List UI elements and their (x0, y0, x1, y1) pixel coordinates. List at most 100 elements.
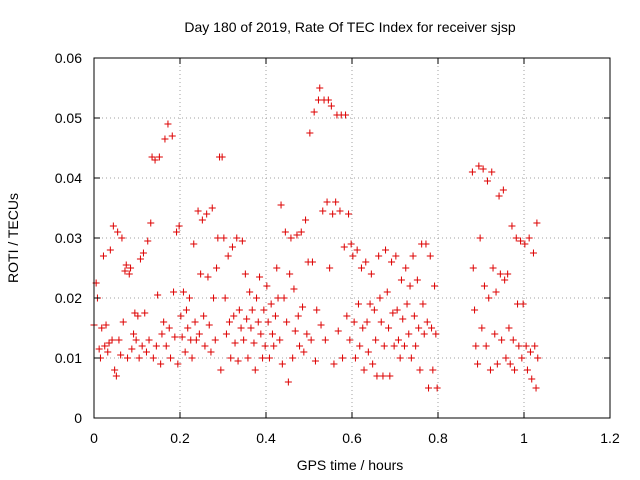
data-point (299, 303, 307, 311)
data-point (174, 360, 182, 368)
data-point (327, 102, 335, 110)
data-point (433, 384, 441, 392)
data-point (233, 234, 241, 242)
data-point (511, 366, 519, 374)
data-point (246, 288, 254, 296)
data-point (372, 336, 380, 344)
data-point (522, 342, 530, 350)
data-point (525, 234, 533, 242)
data-point (194, 207, 202, 215)
x-tick-label: 1 (520, 430, 528, 446)
data-point (319, 207, 327, 215)
data-point (124, 354, 132, 362)
data-point (310, 108, 318, 116)
data-point (147, 219, 155, 227)
data-point (356, 342, 364, 350)
data-point (432, 330, 440, 338)
data-point (145, 336, 153, 344)
data-point (499, 186, 507, 194)
data-point (360, 366, 368, 374)
data-point (208, 204, 216, 212)
data-point (170, 288, 178, 296)
data-point (300, 348, 308, 356)
data-point (296, 342, 304, 350)
data-point (244, 354, 252, 362)
data-point (287, 234, 295, 242)
data-point (99, 252, 107, 260)
data-point (192, 336, 200, 344)
data-point (339, 354, 347, 362)
data-point (351, 354, 359, 362)
data-point (265, 354, 273, 362)
data-point (501, 276, 509, 284)
data-point (259, 354, 267, 362)
data-point (350, 318, 358, 326)
data-point (326, 264, 334, 272)
data-point (201, 342, 209, 350)
data-point (260, 306, 268, 314)
data-point (407, 354, 415, 362)
x-tick-label: 0.6 (342, 430, 362, 446)
data-point (119, 318, 127, 326)
data-point (420, 330, 428, 338)
data-point (134, 312, 142, 320)
data-point (228, 243, 236, 251)
data-point (182, 306, 190, 314)
data-point (402, 264, 410, 272)
data-point (102, 321, 110, 329)
data-point (506, 360, 514, 368)
data-point (152, 342, 160, 350)
axis-ticks: 0 0.2 0.4 0.6 0.8 1 1.2 0 0.01 0.02 0.03 0.04 0.05 0.… (55, 50, 620, 446)
data-point (240, 336, 248, 344)
data-point (529, 249, 537, 257)
data-point (400, 342, 408, 350)
data-point (179, 288, 187, 296)
data-point (238, 237, 246, 245)
data-point (132, 336, 140, 344)
data-point (313, 306, 321, 314)
data-point (383, 288, 391, 296)
data-point (479, 165, 487, 173)
y-tick-label: 0.04 (55, 170, 82, 186)
data-point (403, 300, 411, 308)
y-tick-label: 0.02 (55, 290, 82, 306)
data-point (167, 354, 175, 362)
data-point (195, 330, 203, 338)
data-point (415, 324, 423, 332)
data-point (95, 345, 103, 353)
data-point (425, 384, 433, 392)
data-point (283, 318, 291, 326)
data-point (243, 315, 251, 323)
data-point (278, 360, 286, 368)
data-point (353, 246, 361, 254)
data-point (204, 273, 212, 281)
data-point (237, 324, 245, 332)
y-axis-label: ROTI / TECUs (5, 193, 21, 283)
data-point (532, 384, 540, 392)
data-point (505, 324, 513, 332)
data-point (422, 240, 430, 248)
x-tick-label: 0.2 (170, 430, 190, 446)
data-point (115, 336, 123, 344)
data-point (254, 318, 262, 326)
x-tick-label: 1.2 (600, 430, 620, 446)
data-point (104, 348, 112, 356)
data-point (227, 354, 235, 362)
data-point (518, 354, 526, 362)
data-point (324, 96, 332, 104)
data-point (148, 153, 156, 161)
data-point (485, 294, 493, 302)
x-tick-label: 0.8 (428, 430, 448, 446)
data-point (277, 201, 285, 209)
data-point (349, 252, 357, 260)
data-point (367, 270, 375, 278)
data-point (276, 336, 284, 344)
data-point (343, 312, 351, 320)
data-point (323, 198, 331, 206)
data-point (526, 348, 534, 356)
data-point (409, 252, 417, 260)
data-point (336, 207, 344, 215)
data-point (197, 270, 205, 278)
data-point (135, 354, 143, 362)
